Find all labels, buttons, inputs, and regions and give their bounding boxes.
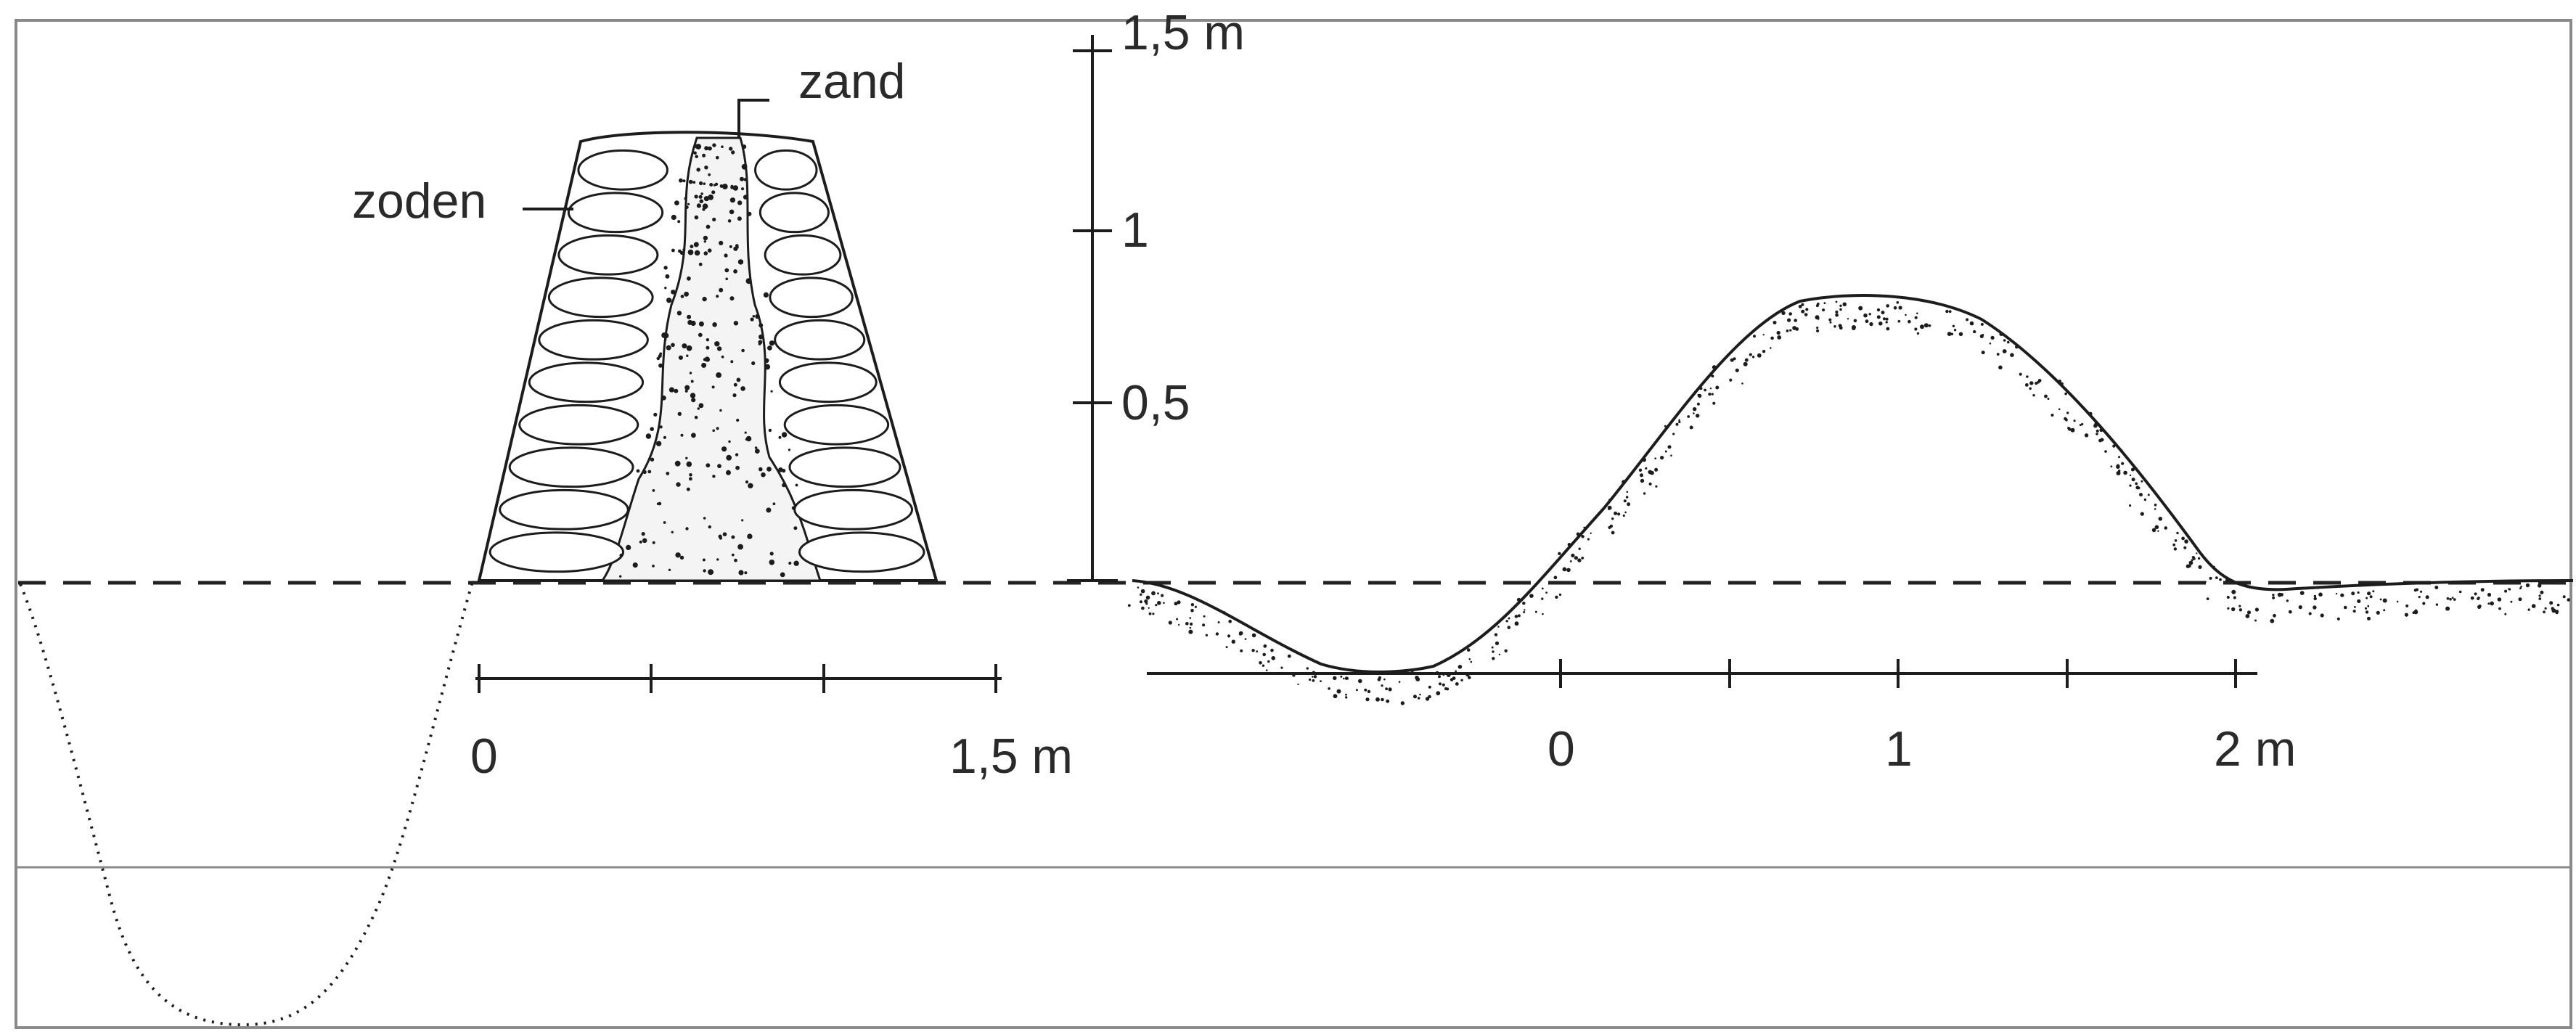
wall-scale-start-label: 0 [470,729,498,784]
sod-block [778,361,878,404]
height-label-1-5: 1,5 m [1121,5,1245,60]
bank-scale-label-2: 2 m [2214,721,2296,777]
wall-scale-end-label: 1,5 m [949,729,1073,784]
height-scale: 1,5 m 1 0,5 [1067,5,1245,582]
sod-block [759,192,830,234]
bank-profile-line [1132,294,2574,673]
sod-block [788,446,901,488]
sod-block [557,234,659,276]
sod-block [754,149,818,191]
bank-stipple [1127,300,2570,705]
height-label-0-5: 0,5 [1121,375,1190,430]
height-label-1: 1 [1121,202,1149,258]
sod-block [508,446,634,488]
sod-block [577,149,668,191]
sand-stipple [619,143,799,578]
bank-scale-bar: 0 1 2 m [1147,659,2296,777]
sods-label: zoden [352,173,486,229]
wall-scale-bar: 0 1,5 m [470,664,1073,784]
sod-block [793,488,914,531]
sod-block [798,531,925,573]
sod-wall [477,131,939,582]
sod-block [518,404,639,446]
diagram-frame [15,19,2572,1029]
sod-block [567,192,664,234]
sod-block [769,277,854,319]
sand-core [600,136,822,582]
ditch-profile [19,583,473,1027]
sod-block [528,361,645,404]
earth-bank [1127,294,2574,705]
sod-block [499,488,629,531]
sod-block [774,319,866,361]
sod-block [783,404,890,446]
sod-layers [488,149,925,573]
sod-block [547,277,654,319]
sod-block [764,234,842,276]
sod-block [538,319,649,361]
bank-scale-label-0: 0 [1547,721,1575,777]
bank-scale-label-1: 1 [1885,721,1913,777]
sod-block [488,531,625,573]
sand-leader-line [737,99,769,138]
sand-label: zand [798,54,905,109]
